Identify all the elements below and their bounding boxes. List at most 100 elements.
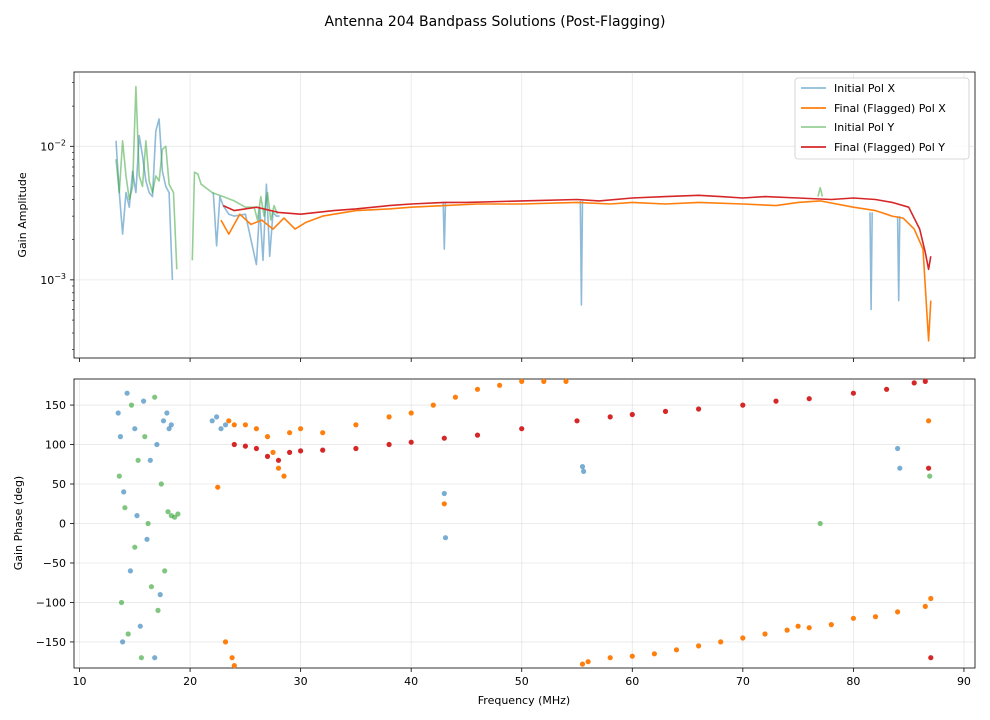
phase-point-initial-pol-x [441, 490, 447, 497]
phase-point-final-pol-x [673, 647, 680, 653]
phase-point-initial-pol-x [120, 639, 126, 645]
phase-point-final-pol-x [229, 655, 235, 661]
phase-point-initial-pol-x [141, 398, 147, 404]
legend-label-final-x: Final (Flagged) Pol X [834, 102, 946, 115]
phase-point-initial-pol-x [137, 623, 143, 629]
amplitude-y-axis-label: Gain Amplitude [16, 172, 29, 257]
phase-panel: 10 20 30 40 50 60 70 80 90 −150 −100 −50 0 50 100 150 G… [12, 378, 976, 707]
amp-line-final-flagged-pol-x [220, 200, 932, 342]
phase-point-final-pol-x [762, 631, 768, 637]
phase-point-initial-pol-y [148, 584, 154, 590]
phase-point-final-pol-y [806, 396, 812, 402]
phase-point-final-pol-y [928, 655, 934, 661]
x-tick-label: 60 [625, 675, 639, 688]
legend-box [794, 77, 970, 160]
phase-point-final-pol-x [386, 414, 392, 420]
phase-point-initial-pol-x [168, 422, 174, 428]
phase-point-final-pol-x [231, 663, 237, 669]
phase-grid [74, 379, 975, 668]
phase-point-initial-pol-y [125, 631, 131, 637]
phase-point-final-pol-y [696, 406, 702, 412]
phase-point-initial-pol-x [897, 465, 903, 471]
phase-point-final-pol-y [629, 411, 635, 418]
phase-point-final-pol-x [585, 659, 591, 665]
phase-series-group [115, 378, 934, 669]
phase-point-initial-pol-x [152, 655, 158, 661]
phase-plot-area [73, 378, 976, 669]
phase-point-final-pol-x [740, 635, 746, 641]
phase-point-final-pol-x [928, 595, 934, 602]
legend-label-initial-y: Initial Pol Y [834, 121, 894, 134]
phase-point-initial-pol-x [218, 426, 224, 432]
phase-point-final-pol-x [872, 614, 879, 620]
phase-point-initial-pol-y [135, 457, 141, 463]
phase-point-initial-pol-y [817, 520, 823, 527]
phase-point-initial-pol-y [175, 511, 181, 517]
phase-point-final-pol-x [474, 386, 481, 392]
phase-point-final-pol-y [287, 449, 293, 455]
phase-y-tick-label: 50 [52, 478, 66, 491]
phase-point-final-pol-x [607, 655, 613, 661]
phase-point-final-pol-x [231, 422, 237, 428]
phase-point-final-pol-y [264, 453, 271, 459]
phase-point-final-pol-x [696, 643, 702, 649]
phase-point-initial-pol-x [134, 513, 140, 519]
phase-point-final-pol-x [287, 430, 293, 436]
phase-point-final-pol-x [806, 625, 812, 631]
phase-point-final-pol-x [850, 615, 857, 621]
phase-point-final-pol-y [253, 445, 259, 452]
x-tick-label: 20 [183, 675, 197, 688]
phase-point-final-pol-y [474, 432, 481, 438]
phase-point-initial-pol-y [145, 520, 151, 527]
phase-point-initial-pol-x [166, 426, 172, 432]
phase-point-final-pol-x [215, 484, 221, 490]
phase-point-final-pol-x [270, 449, 276, 455]
phase-point-initial-pol-y [122, 505, 128, 511]
phase-point-final-pol-x [452, 394, 458, 400]
phase-point-initial-pol-y [138, 655, 144, 661]
phase-point-initial-pol-x [144, 536, 150, 542]
phase-y-tick-label: −150 [36, 636, 66, 649]
phase-point-initial-pol-x [115, 410, 121, 416]
x-tick-label: 40 [404, 675, 418, 688]
phase-point-final-pol-y [850, 390, 857, 396]
phase-point-final-pol-x [275, 465, 282, 471]
phase-point-initial-pol-y [116, 473, 122, 479]
phase-point-initial-pol-y [118, 599, 125, 606]
phase-point-initial-pol-x [147, 457, 153, 463]
phase-point-initial-pol-y [152, 394, 158, 400]
amp-y-tick-label: 10−3 [40, 272, 66, 287]
phase-point-final-pol-y [740, 402, 746, 408]
phase-point-final-pol-y [773, 398, 779, 404]
phase-point-final-pol-y [320, 447, 326, 453]
phase-point-final-pol-x [795, 623, 801, 629]
phase-point-initial-pol-x [579, 464, 586, 470]
phase-point-final-pol-x [242, 422, 248, 428]
phase-point-final-pol-y [441, 435, 447, 441]
phase-point-final-pol-x [563, 378, 569, 384]
phase-point-initial-pol-x [214, 414, 220, 420]
phase-point-final-pol-x [922, 603, 928, 610]
phase-point-final-pol-x [895, 609, 901, 615]
phase-point-final-pol-x [441, 501, 447, 507]
phase-point-final-pol-x [828, 622, 834, 628]
phase-point-final-pol-y [607, 414, 613, 420]
x-tick-label: 90 [957, 675, 971, 688]
phase-point-final-pol-y [353, 445, 359, 452]
phase-point-final-pol-x [541, 378, 547, 384]
amp-line-final-flagged-pol-y [222, 194, 932, 271]
phase-point-final-pol-x [281, 473, 287, 479]
phase-point-initial-pol-x [581, 468, 587, 474]
phase-point-initial-pol-x [124, 390, 130, 396]
phase-point-final-pol-x [298, 426, 304, 432]
amplitude-panel: 10−2 10−3 Gain Amplitude Initial Pol X Fi… [16, 71, 976, 362]
phase-point-initial-pol-y [927, 473, 933, 479]
phase-point-initial-pol-y [172, 514, 178, 520]
phase-point-initial-pol-x [222, 422, 229, 428]
phase-point-final-pol-x [519, 378, 525, 384]
phase-y-tick-label: 0 [59, 518, 66, 531]
phase-point-initial-pol-x [164, 410, 170, 416]
phase-y-tick-label: 150 [45, 399, 66, 412]
phase-point-final-pol-x [784, 627, 790, 633]
